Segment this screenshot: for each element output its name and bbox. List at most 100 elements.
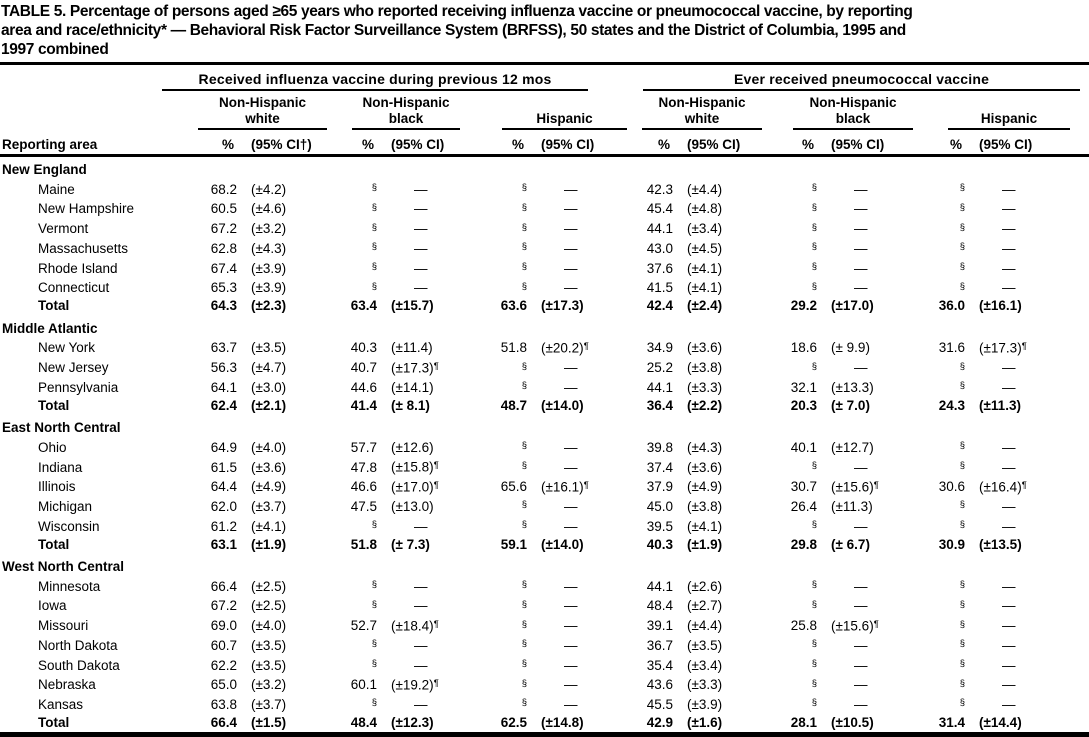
small-sample-footnote-mark: §: [521, 697, 527, 709]
state-row: Pennsylvania 64.1 (±3.0) 44.6 (±14.1) § — 44.1 (…: [0, 377, 1089, 397]
value-percent: §: [472, 576, 530, 596]
value-percent: 44.1: [646, 578, 674, 594]
small-sample-footnote-mark: §: [811, 201, 818, 213]
value-percent: 36.4: [646, 397, 674, 413]
value-ci: —: [564, 459, 578, 475]
total-row: Total 66.4 (±1.5) 48.4 (±12.3) 62.5 (±14.8) 42.…: [0, 714, 1089, 735]
value-percent: §: [768, 576, 820, 596]
table-title: TABLE 5. Percentage of persons aged ≥65 …: [0, 0, 1089, 59]
value-percent: 31.6: [938, 340, 966, 356]
reporting-area-label: Illinois: [38, 479, 76, 495]
small-sample-footnote-mark: §: [959, 280, 966, 292]
small-sample-footnote-mark: §: [371, 241, 377, 253]
value-percent: §: [768, 694, 820, 714]
value-ci: —: [414, 518, 428, 534]
value-percent: §: [472, 199, 530, 219]
value-percent: §: [472, 496, 530, 516]
small-sample-footnote-mark: §: [959, 182, 966, 194]
small-sample-footnote-mark: §: [521, 499, 527, 511]
value-ci: —: [1002, 221, 1016, 237]
value-percent: §: [332, 596, 380, 616]
value-ci: (±3.3): [687, 379, 723, 395]
group-label-influenza: Received influenza vaccine during previo…: [162, 71, 589, 91]
small-sample-footnote-mark: §: [371, 658, 377, 670]
small-sample-footnote-mark: §: [811, 658, 818, 670]
value-ci: —: [1002, 498, 1016, 514]
value-percent: 42.4: [646, 298, 674, 314]
value-percent: 64.4: [210, 479, 237, 495]
small-sample-footnote-mark: §: [371, 261, 377, 273]
state-row: Michigan 62.0 (±3.7) 47.5 (±13.0) § — 45.0 (±3.8…: [0, 496, 1089, 516]
value-ci: —: [564, 657, 578, 673]
small-sample-footnote-mark: §: [811, 638, 818, 650]
small-sample-footnote-mark: §: [959, 638, 966, 650]
small-sample-footnote-mark: §: [371, 201, 377, 213]
value-ci: —: [1002, 240, 1016, 256]
subheader-line: black: [835, 110, 871, 126]
value-ci: (± 7.3): [391, 536, 430, 552]
reporting-area-label: Michigan: [38, 498, 93, 514]
value-ci: (±18.4)¶: [391, 618, 439, 634]
value-percent: 64.3: [210, 298, 237, 314]
value-percent: 60.7: [210, 637, 237, 653]
value-ci: —: [1002, 677, 1016, 693]
value-percent: 61.5: [210, 459, 237, 475]
value-ci: (±3.4): [687, 657, 723, 673]
value-ci: —: [854, 459, 868, 475]
reporting-area-label: New Jersey: [38, 360, 109, 376]
value-percent: 39.1: [646, 618, 674, 634]
small-sample-footnote-mark: §: [371, 182, 377, 194]
value-ci: —: [854, 637, 868, 653]
small-sample-footnote-mark: §: [959, 360, 966, 372]
subheader-line: Non-Hispanic: [218, 95, 306, 110]
value-ci: —: [1002, 518, 1016, 534]
value-ci: —: [1002, 618, 1016, 634]
value-percent: §: [472, 437, 530, 457]
value-ci: —: [1002, 459, 1016, 475]
small-sample-footnote-mark: §: [371, 638, 377, 650]
value-ci: —: [564, 637, 578, 653]
value-ci: (±17.3)¶: [979, 340, 1027, 356]
reporting-area-label: Pennsylvania: [38, 379, 119, 395]
vaccination-coverage-table: Received influenza vaccine during previo…: [0, 62, 1089, 737]
reporting-area-label: Nebraska: [38, 677, 96, 693]
total-row: Total 62.4 (±2.1) 41.4 (± 8.1) 48.7 (±14.0) 36.…: [0, 397, 1089, 415]
small-sample-footnote-mark: §: [521, 579, 527, 591]
value-ci: —: [564, 696, 578, 712]
value-percent: §: [918, 377, 968, 397]
value-ci: (±14.1): [391, 379, 434, 395]
value-percent: 60.1: [350, 677, 377, 693]
value-ci: (±4.6): [251, 201, 287, 217]
value-ci: —: [564, 598, 578, 614]
small-sample-footnote-mark: §: [811, 677, 818, 689]
value-percent: 43.0: [646, 240, 674, 256]
subheader-line: Hispanic: [536, 110, 593, 126]
small-sample-footnote-mark: §: [959, 241, 966, 253]
value-percent: §: [768, 358, 820, 378]
value-ci: (±3.6): [251, 459, 287, 475]
value-ci: —: [414, 657, 428, 673]
percent-column-header: %: [332, 130, 380, 157]
group-header-row: Received influenza vaccine during previo…: [0, 64, 1089, 91]
value-percent: 26.4: [790, 498, 818, 514]
value-ci: (±2.3): [251, 298, 287, 314]
small-sample-footnote-mark: §: [959, 261, 966, 273]
value-percent: §: [768, 238, 820, 258]
footnote-mark: ¶: [583, 479, 589, 491]
small-sample-footnote-mark: §: [521, 519, 527, 531]
small-sample-footnote-mark: §: [371, 598, 377, 610]
small-sample-footnote-mark: §: [811, 261, 818, 273]
state-row: New York 63.7 (±3.5) 40.3 (±11.4) 51.8 (±20.2)…: [0, 338, 1089, 358]
value-ci: —: [1002, 260, 1016, 276]
value-percent: 36.0: [938, 298, 966, 314]
value-ci: (±16.1)¶: [541, 479, 589, 495]
value-ci: (±2.1): [251, 397, 287, 413]
value-percent: 25.8: [790, 618, 818, 634]
value-ci: (± 6.7): [831, 536, 870, 552]
reporting-area-header: Reporting area: [0, 130, 192, 157]
small-sample-footnote-mark: §: [811, 241, 818, 253]
value-ci: —: [564, 260, 578, 276]
value-ci: —: [854, 221, 868, 237]
small-sample-footnote-mark: §: [521, 280, 527, 292]
